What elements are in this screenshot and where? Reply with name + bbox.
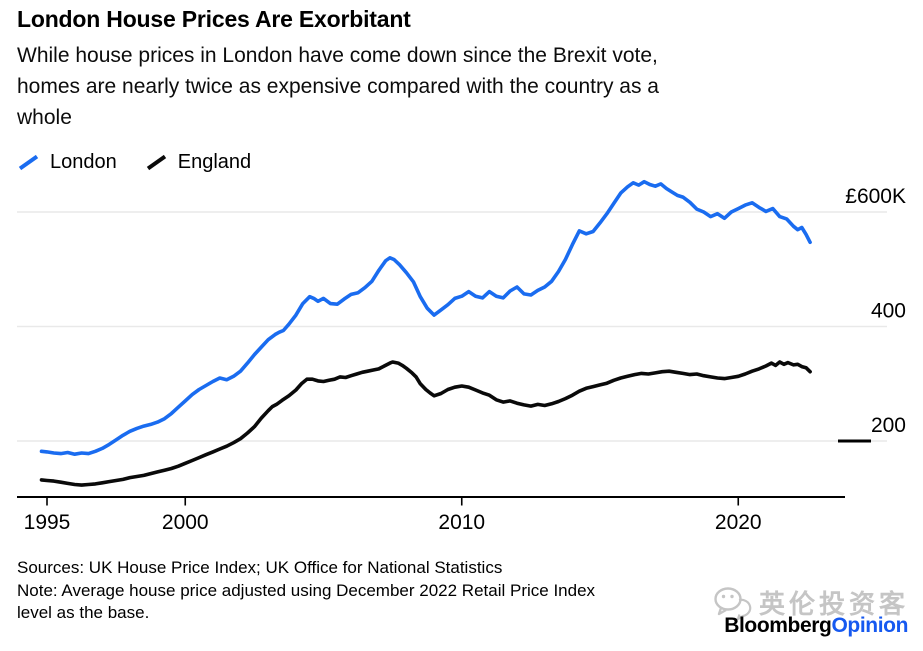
england-slash-icon	[146, 154, 166, 171]
subtitle-line: homes are nearly twice as expensive comp…	[17, 75, 659, 98]
england-price-line	[39, 360, 812, 487]
bloomberg-wordmark: Bloomberg	[724, 614, 832, 637]
y-axis-label: £600K	[845, 185, 906, 208]
legend-item-england: England	[145, 151, 251, 174]
london-slash-icon	[18, 154, 39, 171]
subtitle-line: whole	[17, 106, 72, 129]
chart-footnotes: Sources: UK House Price Index; UK Office…	[17, 557, 595, 625]
x-axis-label: 2000	[162, 511, 209, 534]
legend-label: England	[177, 151, 252, 173]
watermark-text: 英伦投资客	[758, 589, 909, 619]
note-line: level as the base.	[17, 603, 150, 622]
page-title: London House Prices Are Exorbitant	[17, 6, 411, 32]
x-axis-label: 2010	[438, 511, 485, 534]
y-axis-label: 200	[871, 414, 906, 437]
legend-label: London	[50, 151, 117, 173]
note-line: Note: Average house price adjusted using…	[17, 580, 596, 600]
subtitle-line: While house prices in London have come d…	[17, 44, 658, 67]
legend-item-london: London	[17, 151, 117, 174]
x-axis-label: 1995	[24, 511, 71, 534]
chart-legend: London England	[17, 151, 251, 174]
chart-subtitle: While house prices in London have come d…	[17, 40, 659, 133]
y-axis-label: 400	[871, 300, 906, 323]
london-price-line	[39, 179, 812, 457]
wechat-watermark: 英伦投资客	[713, 584, 909, 621]
x-axis-label: 2020	[715, 511, 762, 534]
bloomberg-opinion-logo: BloombergOpinion	[724, 614, 908, 638]
wechat-icon	[714, 586, 752, 620]
opinion-wordmark: Opinion	[831, 614, 908, 637]
sources-line: Sources: UK House Price Index; UK Office…	[17, 558, 503, 577]
